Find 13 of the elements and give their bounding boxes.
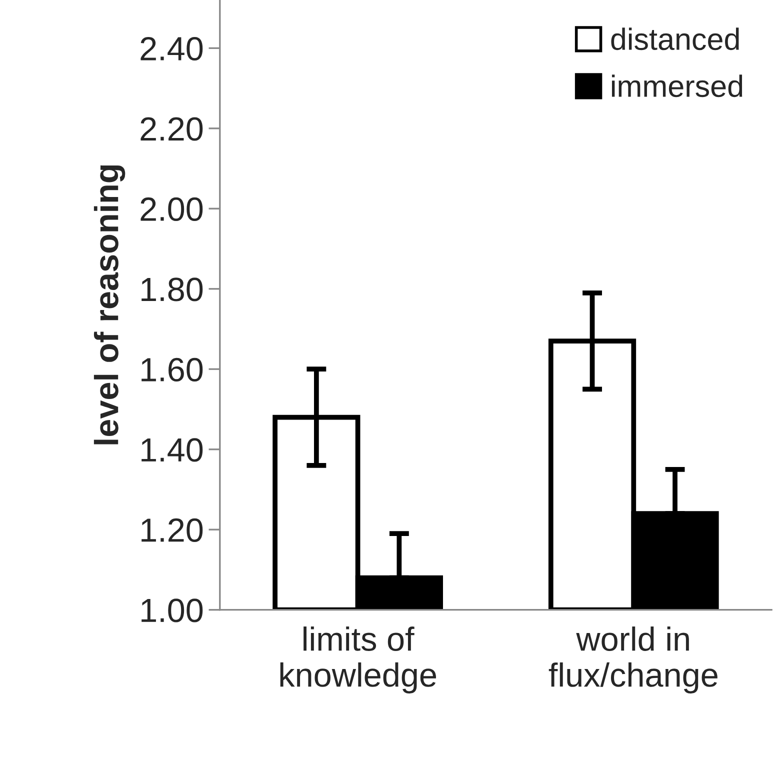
y-tick-label: 1.40 (142, 438, 203, 462)
legend-label: immersed (612, 74, 742, 98)
y-tick-label: 2.00 (140, 197, 203, 222)
y-tick-label: 2.40 (140, 36, 203, 61)
y-tick-label: 1.00 (142, 598, 203, 622)
x-tick-label: world in flux/change (548, 626, 718, 694)
y-tick-label: 1.60 (142, 358, 203, 382)
legend-label: distanced (611, 28, 739, 50)
y-tick-label: 2.20 (140, 117, 203, 141)
y-axis-title: level of reasoning (94, 165, 126, 444)
x-tick-label: limits of knowledge (280, 626, 436, 694)
y-tick-label: 1.80 (142, 278, 203, 302)
y-tick-label: 1.20 (142, 518, 203, 542)
